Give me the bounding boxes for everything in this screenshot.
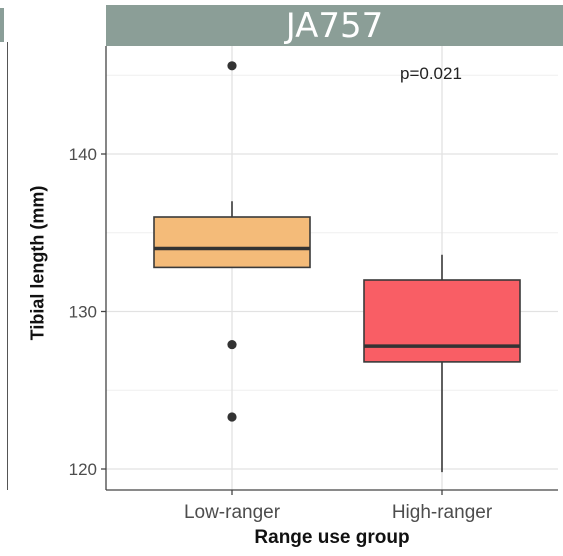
p-value-annotation: p=0.021 <box>400 64 462 83</box>
outlier-point <box>227 339 237 350</box>
left-panel-banner-fragment <box>0 8 4 42</box>
box-high-ranger <box>363 279 521 363</box>
x-axis-label: Range use group <box>254 527 410 548</box>
x-tick-label: High-ranger <box>392 502 493 523</box>
y-tick-label: 130 <box>69 303 97 322</box>
outlier-point <box>227 61 237 71</box>
boxes <box>153 61 521 473</box>
left-panel-axis-fragment <box>7 42 8 490</box>
outlier-point <box>227 412 237 422</box>
box-low-ranger <box>153 216 311 269</box>
axes: 120 130 140 Low-ranger High-ranger <box>69 46 558 523</box>
y-tick-label: 140 <box>69 145 97 164</box>
x-tick-label: Low-ranger <box>184 502 281 523</box>
y-tick-label: 120 <box>69 460 97 479</box>
chart-title-banner: JA757 <box>106 5 563 46</box>
y-axis-label: Tibial length (mm) <box>27 185 48 341</box>
